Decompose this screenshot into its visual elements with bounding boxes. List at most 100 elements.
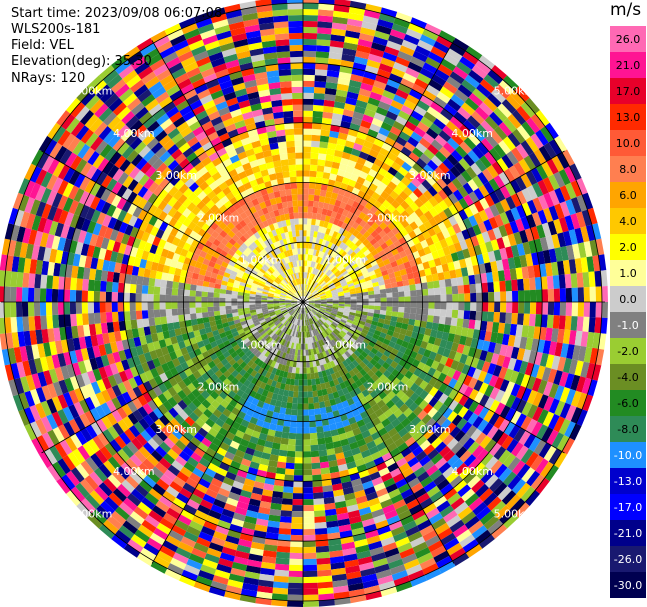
gate-cell: [22, 272, 30, 288]
gate-cell: [439, 309, 447, 317]
gate-cell: [105, 302, 112, 313]
gate-cell: [355, 286, 362, 291]
gate-cell: [441, 365, 451, 376]
gate-cell: [351, 117, 363, 126]
gate-cell: [320, 299, 327, 302]
gate-cell: [336, 334, 343, 341]
gate-cell: [509, 220, 520, 234]
gate-cell: [371, 278, 379, 284]
gate-cell: [373, 158, 384, 168]
gate-cell: [276, 545, 291, 553]
gate-cell: [446, 367, 456, 378]
gate-cell: [303, 152, 311, 159]
gate-cell: [515, 267, 523, 280]
gate-cell: [335, 335, 342, 342]
gate-cell: [576, 409, 588, 426]
gate-cell: [334, 180, 342, 189]
gate-cell: [75, 302, 82, 314]
gate-cell: [387, 181, 398, 191]
gate-cell: [530, 113, 545, 130]
gate-cell: [207, 302, 214, 307]
gate-cell: [449, 166, 461, 178]
gate-cell: [379, 332, 387, 339]
gate-cell: [328, 284, 335, 289]
gate-cell: [382, 199, 391, 209]
gate-cell: [362, 238, 370, 246]
gate-cell: [341, 259, 348, 266]
gate-cell: [568, 359, 578, 375]
gate-cell: [384, 46, 400, 57]
gate-cell: [529, 313, 536, 327]
gate-cell: [430, 360, 440, 370]
gate-cell: [409, 373, 419, 383]
gate-cell: [398, 345, 407, 354]
gate-cell: [439, 339, 448, 349]
gate-cell: [496, 432, 509, 447]
gate-cell: [371, 143, 382, 153]
gate-cell: [354, 256, 362, 264]
gate-cell: [324, 310, 331, 315]
gate-cell: [475, 432, 487, 445]
gate-cell: [303, 505, 314, 512]
gate-cell: [468, 400, 480, 413]
gate-cell: [310, 287, 315, 293]
gate-cell: [516, 463, 531, 479]
gate-cell: [147, 285, 155, 295]
gate-cell: [343, 308, 351, 312]
gate-cell: [404, 290, 411, 297]
gate-cell: [177, 308, 185, 316]
gate-cell: [325, 261, 332, 269]
gate-cell: [405, 67, 420, 79]
gate-cell: [446, 76, 462, 90]
gate-cell: [384, 171, 395, 182]
gate-cell: [408, 22, 425, 35]
gate-cell: [422, 364, 431, 374]
gate-cell: [336, 324, 344, 331]
gate-cell: [571, 287, 579, 302]
gate-cell: [365, 188, 375, 197]
gate-cell: [382, 51, 398, 62]
gate-cell: [499, 379, 510, 392]
gate-cell: [546, 314, 554, 329]
gate-cell: [468, 203, 479, 216]
gate-cell: [307, 294, 313, 299]
gate-cell: [314, 408, 321, 415]
gate-cell: [506, 438, 519, 454]
gate-cell: [583, 241, 593, 258]
gate-cell: [314, 262, 318, 269]
gate-cell: [310, 261, 314, 268]
gate-cell: [320, 304, 327, 307]
gate-cell: [303, 158, 311, 165]
gate-cell: [425, 342, 434, 352]
gate-cell: [365, 263, 373, 270]
gate-cell: [562, 259, 571, 275]
gate-cell: [484, 439, 497, 453]
gate-cell: [505, 246, 514, 259]
gate-cell: [543, 207, 554, 223]
gate-cell: [369, 123, 381, 133]
gate-cell: [423, 349, 432, 358]
gate-cell: [350, 299, 357, 302]
gate-cell: [51, 302, 59, 316]
gate-cell: [341, 209, 350, 217]
gate-cell: [326, 294, 333, 297]
gate-cell: [314, 303, 321, 306]
gate-cell: [368, 256, 376, 264]
gate-cell: [313, 200, 319, 208]
gate-cell: [453, 189, 464, 201]
gate-cell: [545, 262, 553, 277]
gate-cell: [580, 226, 590, 243]
gate-cell: [356, 304, 363, 309]
gate-cell: [219, 306, 226, 311]
gate-cell: [543, 192, 555, 208]
gate-cell: [547, 220, 558, 236]
gate-cell: [313, 306, 320, 311]
gate-cell: [458, 433, 471, 447]
gate-cell: [316, 165, 325, 173]
gate-cell: [393, 343, 402, 351]
gate-cell: [582, 316, 590, 332]
gate-cell: [446, 226, 456, 237]
gate-cell: [569, 163, 582, 181]
gate-cell: [135, 293, 142, 302]
gate-cell: [288, 390, 294, 398]
